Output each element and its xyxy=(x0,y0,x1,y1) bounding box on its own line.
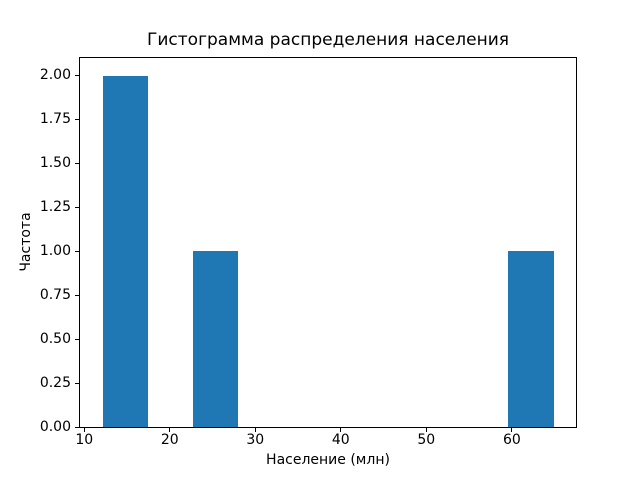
y-tick-label: 1.50 xyxy=(39,154,71,171)
x-tick xyxy=(83,428,85,432)
x-tick xyxy=(425,428,427,432)
y-tick-label: 0.75 xyxy=(39,286,71,303)
x-tick xyxy=(511,428,513,432)
x-tick xyxy=(169,428,171,432)
x-tick-label: 30 xyxy=(246,432,265,448)
y-tick xyxy=(75,382,79,384)
histogram-bar xyxy=(508,251,554,427)
y-axis-label: Частота xyxy=(18,212,34,272)
histogram-bar xyxy=(192,251,239,427)
y-tick-label: 1.00 xyxy=(39,242,71,259)
x-tick-label: 10 xyxy=(75,432,94,448)
x-tick-label: 40 xyxy=(331,432,350,448)
y-tick-label: 0.00 xyxy=(39,418,71,435)
y-tick-label: 1.75 xyxy=(39,111,71,127)
y-tick xyxy=(75,75,79,77)
y-tick-label: 0.25 xyxy=(39,374,71,391)
y-tick-label: 2.00 xyxy=(39,67,71,84)
y-tick xyxy=(75,294,79,296)
y-tick xyxy=(75,338,79,340)
y-tick xyxy=(75,250,79,252)
x-tick xyxy=(340,428,342,432)
histogram-bar xyxy=(103,75,149,427)
y-tick xyxy=(75,119,79,120)
y-tick-label: 1.25 xyxy=(39,198,71,215)
y-tick-label: 0.50 xyxy=(39,330,71,347)
y-tick xyxy=(75,426,79,428)
y-tick xyxy=(75,162,79,164)
x-tick xyxy=(254,428,256,432)
chart-title: Гистограмма распределения населения xyxy=(147,30,509,50)
x-tick-label: 50 xyxy=(417,432,436,448)
x-axis-label: Население (млн) xyxy=(266,452,390,468)
x-tick-label: 60 xyxy=(502,432,521,448)
x-tick-label: 20 xyxy=(160,432,179,448)
y-tick xyxy=(75,206,79,208)
plot-area xyxy=(79,57,577,428)
